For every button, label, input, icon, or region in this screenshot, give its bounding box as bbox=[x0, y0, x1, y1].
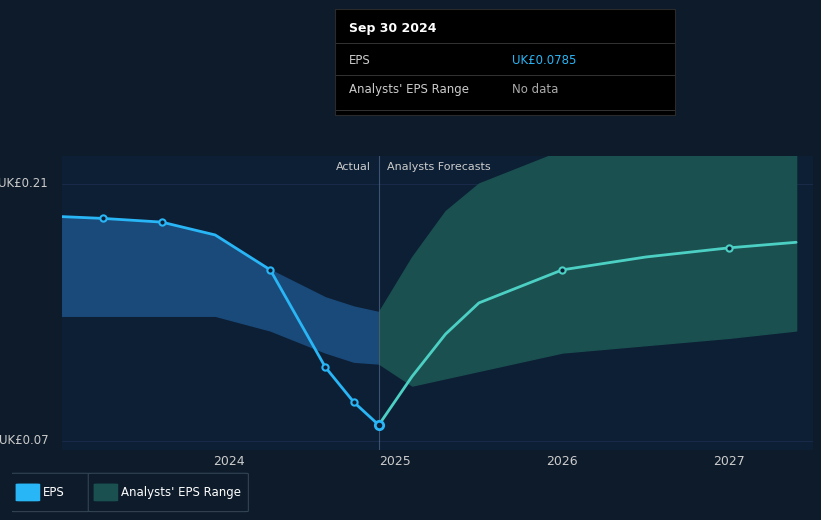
Text: Sep 30 2024: Sep 30 2024 bbox=[349, 22, 436, 35]
Text: UK£0.07: UK£0.07 bbox=[0, 434, 48, 447]
Text: EPS: EPS bbox=[44, 486, 65, 499]
Text: Actual: Actual bbox=[336, 162, 370, 172]
FancyBboxPatch shape bbox=[16, 484, 40, 501]
Text: Analysts' EPS Range: Analysts' EPS Range bbox=[349, 83, 469, 97]
Text: UK£0.21: UK£0.21 bbox=[0, 177, 48, 190]
Text: No data: No data bbox=[511, 83, 558, 97]
Text: Analysts Forecasts: Analysts Forecasts bbox=[388, 162, 491, 172]
FancyBboxPatch shape bbox=[10, 473, 90, 512]
FancyBboxPatch shape bbox=[94, 484, 118, 501]
Text: UK£0.0785: UK£0.0785 bbox=[511, 54, 576, 67]
FancyBboxPatch shape bbox=[89, 473, 248, 512]
Text: Analysts' EPS Range: Analysts' EPS Range bbox=[122, 486, 241, 499]
Text: EPS: EPS bbox=[349, 54, 370, 67]
